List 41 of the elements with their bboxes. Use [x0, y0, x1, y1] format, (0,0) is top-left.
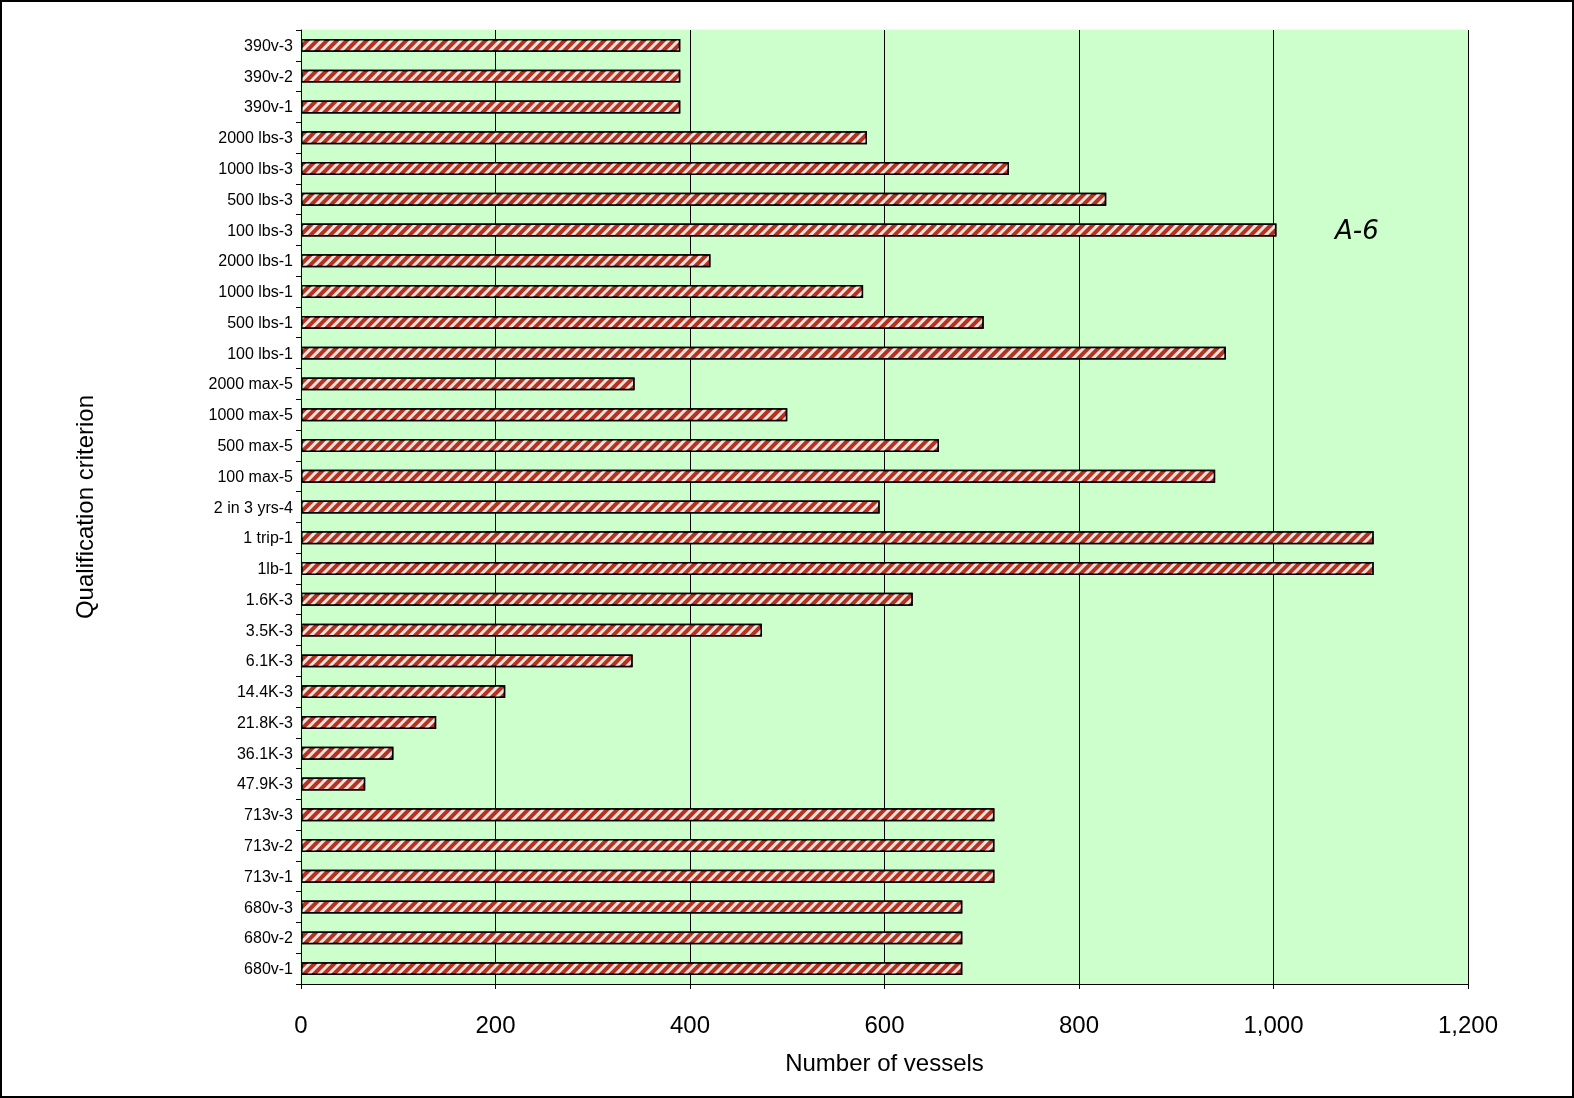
x-tick-label: 800 — [1058, 1010, 1100, 1038]
y-tick-label: 100 max-5 — [217, 467, 294, 485]
y-tick-label: 2000 lbs-1 — [218, 252, 294, 270]
y-tick-label: 713v-2 — [244, 837, 294, 855]
y-axis-title: Qualification criterion — [70, 394, 98, 620]
y-tick-label: 2 in 3 yrs-4 — [213, 498, 294, 516]
y-tick-label: 47.9K-3 — [236, 775, 294, 793]
y-tick-label: 500 lbs-3 — [227, 190, 294, 208]
y-tick-label: 100 lbs-3 — [227, 221, 294, 239]
x-tick-label: 200 — [475, 1010, 516, 1038]
y-tick-label: 1.6K-3 — [245, 590, 294, 608]
x-tick-label: 400 — [669, 1010, 711, 1038]
y-tick-label: 1lb-1 — [257, 560, 294, 578]
x-tick-label: 1,000 — [1243, 1010, 1304, 1038]
y-tick-label: 500 lbs-1 — [227, 313, 294, 331]
y-tick-label: 680v-1 — [244, 960, 294, 978]
y-tick-label: 1000 lbs-3 — [218, 159, 294, 177]
annotation: A-6 — [1333, 215, 1379, 245]
y-tick-label: 1 trip-1 — [243, 529, 294, 547]
y-tick-label: 390v-3 — [244, 36, 294, 54]
y-tick-label: 713v-1 — [244, 867, 294, 885]
y-tick-label: 680v-2 — [244, 929, 294, 947]
y-tick-label: 500 max-5 — [217, 436, 294, 454]
x-tick-label: 1,200 — [1437, 1010, 1499, 1038]
y-tick-label: 2000 max-5 — [208, 375, 294, 393]
x-tick-label: 600 — [864, 1010, 905, 1038]
y-tick-label: 1000 max-5 — [208, 406, 294, 424]
y-tick-label: 14.4K-3 — [236, 683, 294, 701]
y-tick-label: 100 lbs-1 — [227, 344, 294, 362]
y-tick-label: 390v-2 — [244, 67, 294, 85]
y-tick-label: 3.5K-3 — [245, 621, 294, 639]
y-tick-label: 21.8K-3 — [236, 713, 294, 731]
y-tick-label: 36.1K-3 — [236, 744, 294, 762]
y-tick-label: 1000 lbs-1 — [218, 283, 294, 301]
y-tick-label: 2000 lbs-3 — [218, 129, 294, 147]
y-tick-label: 680v-3 — [244, 898, 294, 916]
y-tick-label: 713v-3 — [244, 806, 294, 824]
y-tick-label: 6.1K-3 — [245, 652, 294, 670]
y-tick-label: 390v-1 — [244, 98, 294, 116]
x-axis-title: Number of vessels — [785, 1048, 984, 1076]
x-tick-label: 0 — [294, 1010, 308, 1038]
